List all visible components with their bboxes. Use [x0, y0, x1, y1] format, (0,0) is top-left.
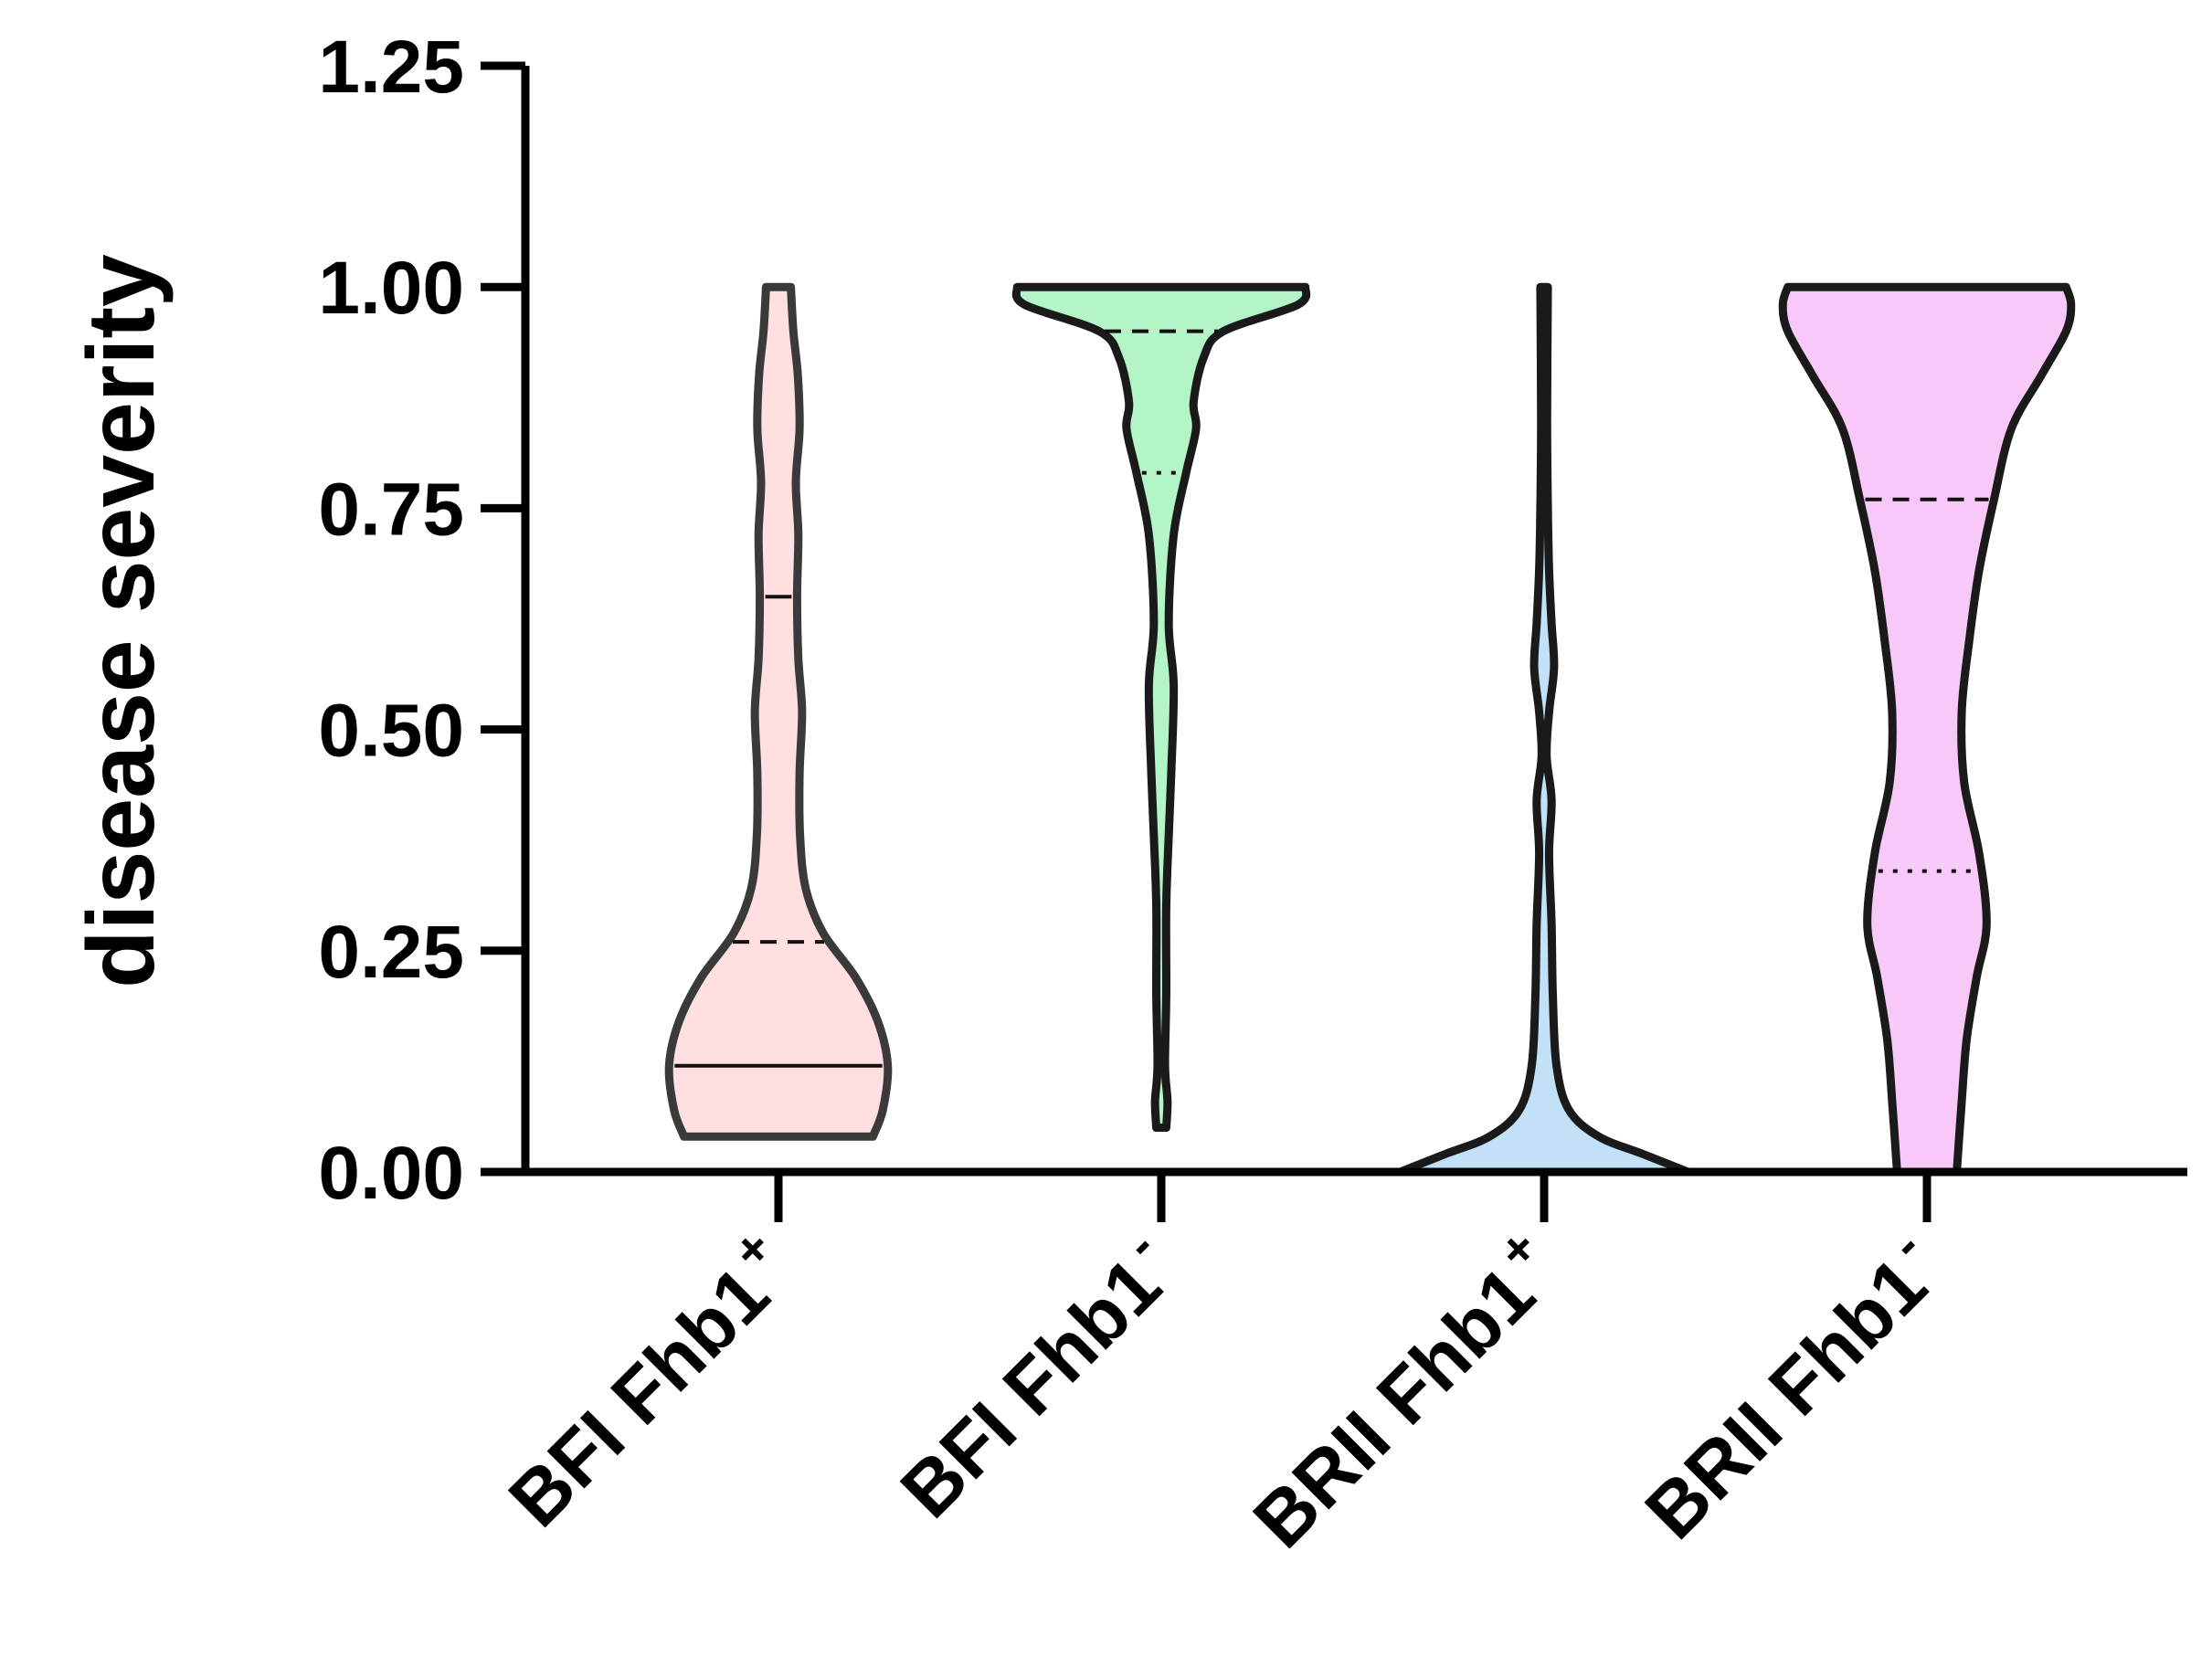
y-tick-label: 1.25 — [318, 26, 464, 109]
y-tick-label: 0.00 — [318, 1132, 464, 1215]
x-tick-label: BRII Fhb1- — [1622, 1218, 1959, 1555]
y-axis-title: disease severity — [69, 254, 175, 988]
y-tick-label: 0.50 — [318, 690, 464, 773]
x-tick-label: BFI Fhb1- — [877, 1218, 1193, 1534]
violin-body — [664, 282, 893, 1141]
violin-body — [1778, 282, 2076, 1177]
y-tick-label: 0.75 — [318, 468, 464, 551]
x-tick-label: BRII Fhb1+ — [1230, 1218, 1576, 1564]
y-tick-label: 0.25 — [318, 911, 464, 994]
y-ticks-group: 0.00 0.25 0.50 0.75 1.00 1.25 — [318, 26, 525, 1215]
x-tick-label: BFI Fhb1+ — [485, 1218, 810, 1543]
x-ticks-group: BFI Fhb1+ BFI Fhb1-BRII Fhb1+ BRII Fhb1- — [485, 1172, 1959, 1564]
y-tick-label: 1.00 — [318, 247, 464, 330]
axes-group — [481, 66, 2187, 1177]
violin-body — [1395, 282, 1693, 1177]
violin-body — [1011, 282, 1311, 1133]
violins-group — [664, 282, 2076, 1177]
